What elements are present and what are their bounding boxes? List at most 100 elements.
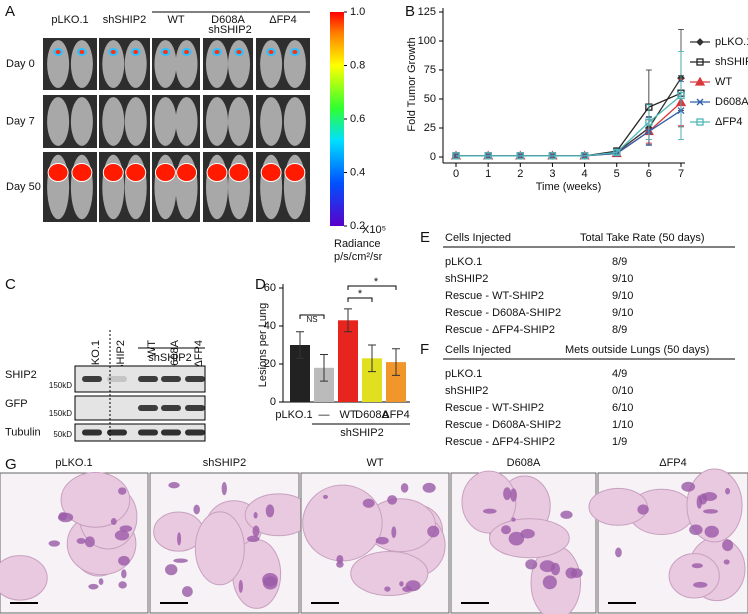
band — [82, 376, 102, 382]
lesion — [405, 580, 421, 592]
table-cell: pLKO.1 — [445, 256, 482, 268]
lung-lobe — [60, 471, 131, 528]
table-cell: 1/10 — [612, 419, 633, 431]
lesion — [322, 494, 328, 499]
x-tick-label: ΔFP4 — [382, 409, 410, 421]
annotation: * — [358, 288, 363, 300]
x-tick-label: 4 — [582, 168, 588, 180]
table-cell: pLKO.1 — [445, 368, 482, 380]
lesion — [177, 532, 182, 546]
lesion — [336, 554, 344, 564]
lesion — [238, 579, 243, 593]
table-cell: shSHIP2 — [445, 273, 488, 285]
marker — [484, 152, 492, 160]
mouse — [102, 40, 125, 88]
lesion — [503, 487, 512, 501]
blot — [74, 395, 206, 421]
table-header: Total Take Rate (50 days) — [580, 232, 705, 244]
lesion — [118, 581, 127, 589]
x-tick-label: D608A — [355, 409, 389, 421]
y-tick-label: 100 — [418, 35, 436, 47]
lesion — [265, 504, 275, 518]
lesion — [387, 495, 398, 505]
band — [138, 405, 158, 411]
signal — [268, 50, 274, 55]
mouse — [124, 40, 147, 88]
bracket — [347, 297, 373, 302]
lesion — [98, 578, 104, 585]
group-label: shSHIP2 — [208, 24, 251, 36]
band — [82, 429, 102, 436]
error-bar — [368, 344, 376, 373]
bar — [290, 345, 310, 402]
signal — [110, 50, 116, 55]
table-cell: 0/10 — [612, 385, 633, 397]
legend-label: WT — [715, 76, 732, 88]
size-marker: 150kD — [49, 409, 72, 418]
lesion — [336, 561, 344, 568]
annotation: * — [374, 276, 379, 288]
signal — [214, 50, 220, 55]
table-header: Cells Injected — [445, 232, 511, 244]
column-label: D608A — [211, 14, 245, 26]
bar — [362, 358, 382, 402]
image-label: pLKO.1 — [55, 457, 92, 469]
lesion — [725, 487, 731, 495]
signal — [102, 163, 124, 183]
lesion — [637, 504, 649, 515]
marker — [613, 148, 621, 157]
mouse — [260, 97, 283, 146]
mouse — [206, 97, 228, 146]
marker — [696, 98, 704, 106]
signal — [292, 50, 298, 55]
lesion — [615, 547, 622, 558]
size-marker: 50kD — [53, 430, 72, 439]
mouse — [175, 97, 198, 146]
error-bar — [645, 104, 652, 140]
lesion — [76, 538, 86, 544]
table-cell: Rescue - WT-SHIP2 — [445, 402, 544, 414]
mouse — [228, 97, 250, 146]
signal — [125, 163, 147, 183]
lesion — [88, 583, 99, 590]
mouse — [70, 40, 93, 88]
lesion — [384, 586, 391, 592]
image-label: shSHIP2 — [203, 457, 246, 469]
table-cell: shSHIP2 — [445, 385, 488, 397]
error-bar — [320, 354, 328, 382]
mouse — [124, 97, 147, 146]
lesion — [84, 536, 95, 548]
lesion — [722, 539, 734, 552]
lesion — [691, 563, 703, 569]
y-tick-label: 0 — [430, 151, 436, 163]
lesion — [511, 517, 516, 522]
lesion — [168, 482, 180, 489]
group-label: shSHIP2 — [340, 427, 383, 439]
legend-label: D608A — [715, 96, 748, 108]
table-cell: 6/10 — [612, 402, 633, 414]
colorbar-tick-label: 0.4 — [350, 166, 365, 178]
mouse — [154, 97, 177, 146]
image-label: ΔFP4 — [659, 457, 687, 469]
lesion — [399, 581, 404, 587]
table-header: Cells Injected — [445, 344, 511, 356]
row-label: Day 50 — [6, 181, 41, 193]
lesion — [181, 586, 193, 597]
colorbar-scale: X10⁵ — [362, 224, 386, 236]
column-label: pLKO.1 — [51, 14, 88, 26]
lung-lobe — [461, 470, 517, 534]
signal — [154, 163, 176, 183]
lesion — [375, 536, 389, 545]
y-tick-label: 125 — [418, 6, 436, 18]
signal — [236, 50, 242, 55]
table-cell: 8/9 — [612, 324, 627, 336]
y-tick-label: 60 — [264, 282, 276, 294]
lesion — [681, 481, 696, 492]
y-axis-label: Lesions per Lung — [257, 303, 269, 387]
lesion — [501, 525, 512, 535]
error-bar — [392, 348, 400, 376]
series-line — [456, 95, 682, 157]
marker — [696, 118, 704, 126]
lesion — [702, 492, 718, 502]
